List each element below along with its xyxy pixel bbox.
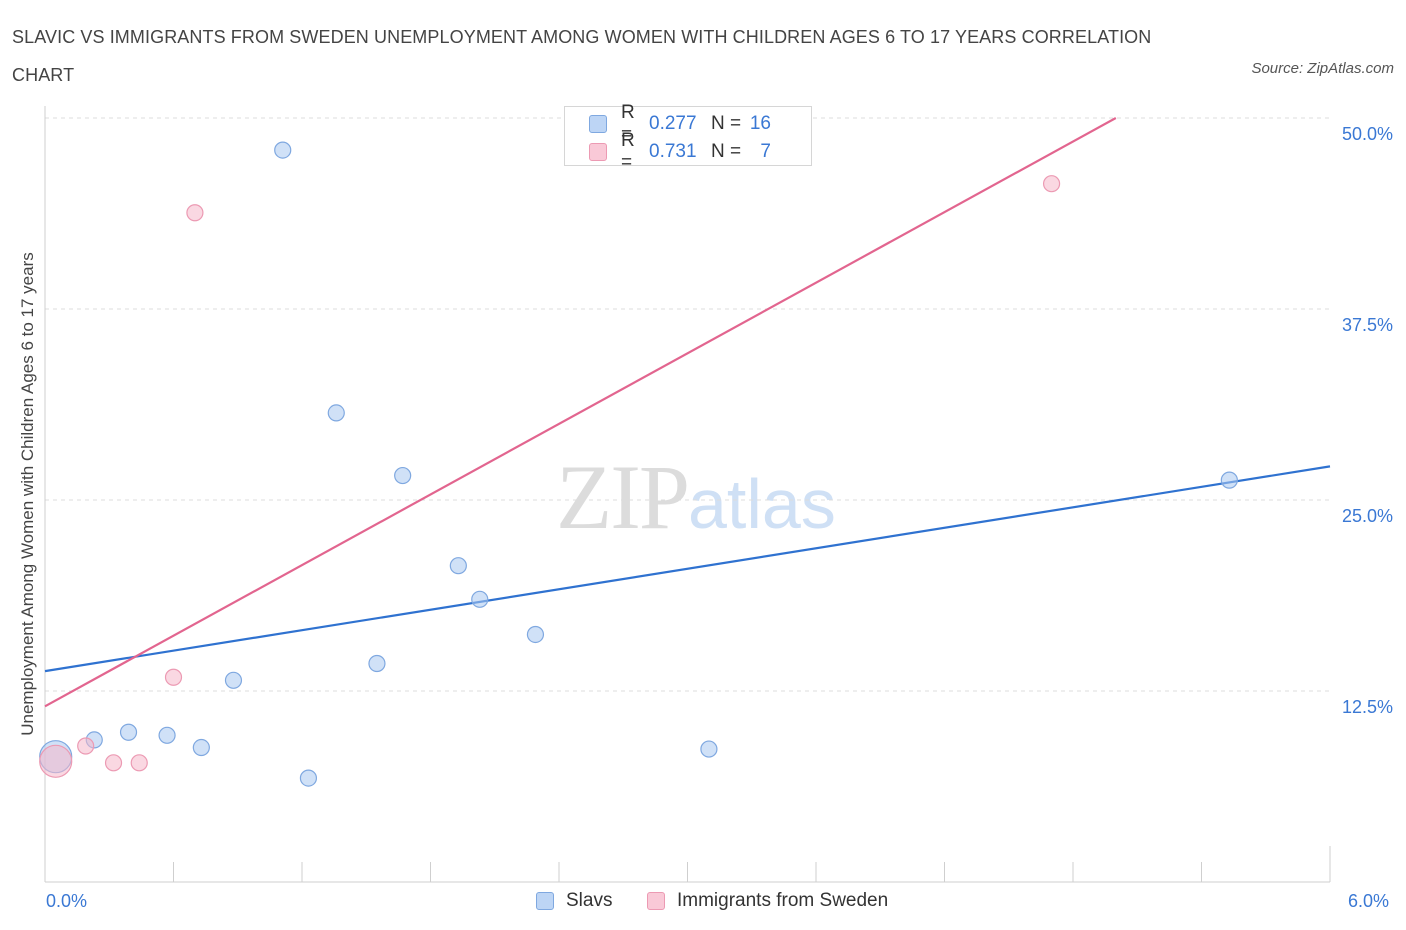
point-slavs (368, 654, 386, 673)
point-slavs (700, 740, 718, 758)
n-label: N = (711, 113, 742, 134)
axes (44, 106, 1331, 883)
r-value: 0.277 (649, 113, 697, 134)
legend-item-sweden: Immigrants from Sweden (647, 890, 888, 912)
point-slavs (158, 726, 176, 744)
trend-lines (44, 117, 1331, 708)
trend-line-sweden (44, 117, 1117, 708)
correlation-legend: R = 0.277 N = 16 R = 0.731 N = 7 (564, 102, 812, 173)
r-label: R = (621, 102, 635, 145)
n-value: 16 (749, 113, 771, 134)
y-tick-label: 12.5% (1341, 697, 1393, 717)
point-sweden (1042, 175, 1061, 193)
slavs-swatch (536, 892, 554, 910)
point-slavs (526, 625, 545, 644)
legend-label-slavs: Slavs (566, 890, 613, 911)
legend-item-slavs: Slavs (536, 890, 612, 912)
r-label: R = (621, 130, 635, 173)
point-sweden (186, 204, 204, 222)
y-tick-label: 37.5% (1341, 315, 1393, 335)
point-sweden (39, 744, 73, 778)
r-value: 0.731 (649, 141, 697, 162)
watermark: ZIPatlas (556, 444, 836, 550)
point-slavs (299, 769, 318, 787)
point-sweden (77, 737, 95, 755)
point-slavs (394, 466, 412, 485)
watermark-atlas: atlas (688, 465, 836, 543)
slavs-swatch (589, 115, 607, 133)
series-legend: Slavs Immigrants from Sweden (0, 890, 1406, 916)
legend-label-sweden: Immigrants from Sweden (677, 890, 889, 911)
y-tick-label: 25.0% (1341, 506, 1393, 526)
point-slavs (449, 557, 467, 575)
x-tick-label-max: 6.0% (1348, 891, 1390, 911)
trend-line-slavs (44, 465, 1331, 673)
point-slavs (1220, 471, 1238, 489)
y-axis-label: Unemployment Among Women with Children A… (18, 252, 37, 736)
source-label: Source: ZipAtlas.com (1251, 60, 1394, 77)
point-slavs (119, 723, 138, 741)
legend-row-sweden: R = 0.731 N = 7 (589, 130, 771, 173)
sweden-swatch (589, 143, 607, 161)
x-tick-label-min: 0.0% (46, 891, 88, 911)
y-tick-label: 50.0% (1341, 124, 1393, 144)
data-points (39, 141, 1238, 787)
watermark-zip: ZIP (556, 446, 690, 548)
point-slavs (327, 404, 345, 422)
legend-row-slavs: R = 0.277 N = 16 (589, 102, 771, 145)
sweden-swatch (647, 892, 665, 910)
grid-lines (45, 117, 1330, 692)
point-slavs (471, 590, 489, 608)
point-slavs (274, 141, 292, 159)
chart-title: SLAVIC VS IMMIGRANTS FROM SWEDEN UNEMPLO… (12, 27, 1152, 85)
point-sweden (130, 754, 148, 772)
point-slavs (224, 671, 243, 689)
point-slavs (192, 738, 210, 757)
point-sweden (164, 668, 183, 686)
n-value: 7 (760, 141, 771, 162)
point-sweden (104, 754, 123, 772)
n-label: N = (711, 141, 742, 162)
